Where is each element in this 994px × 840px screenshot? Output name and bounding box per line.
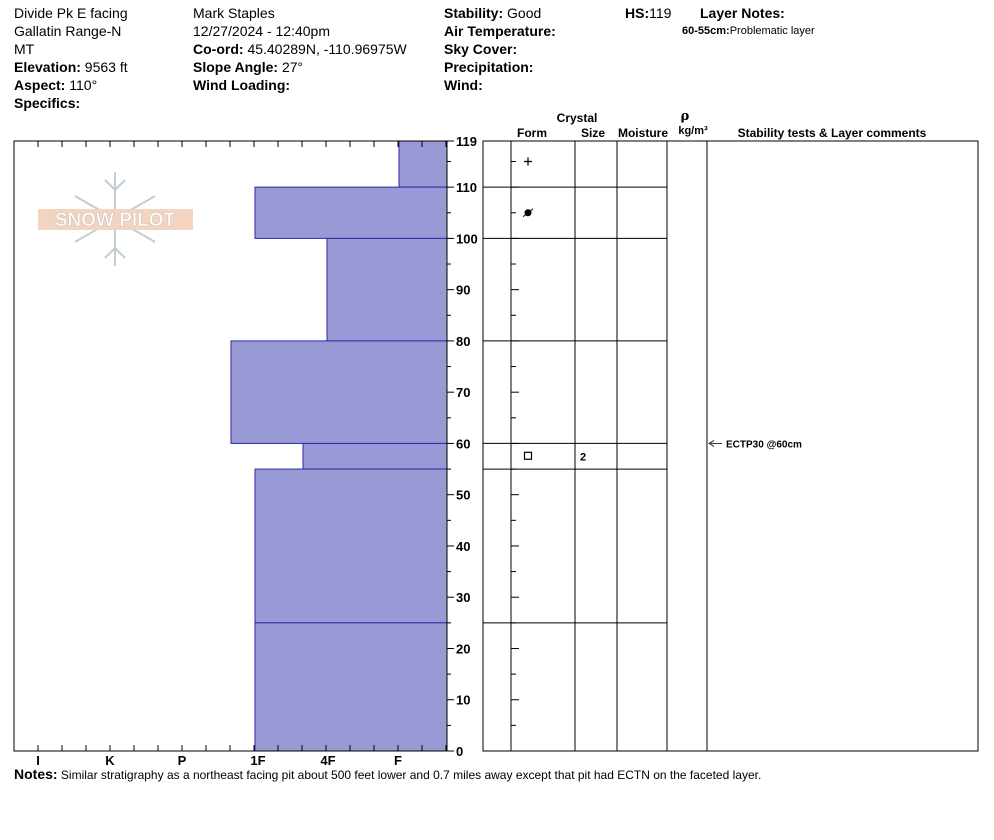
hs-row: HS:119 xyxy=(625,4,671,22)
layer-notes-label: Layer Notes: xyxy=(700,5,785,21)
air-temp-label: Air Temperature: xyxy=(444,23,556,39)
aspect-value: 110° xyxy=(69,77,98,93)
faceted-symbol xyxy=(523,451,533,460)
observer-block: Mark Staples 12/27/2024 - 12:40pm Co-ord… xyxy=(193,4,407,94)
stability-comments-header: Stability tests & Layer comments xyxy=(738,126,927,140)
conditions-block: Stability: Good Air Temperature: Sky Cov… xyxy=(444,4,556,94)
depth-tick-label: 0 xyxy=(456,744,463,759)
hardness-layer-bar xyxy=(254,622,448,752)
hardness-layer-bar xyxy=(302,442,448,470)
slope-row: Slope Angle: 27° xyxy=(193,58,407,76)
density-symbol: ρ xyxy=(681,109,690,124)
crystal-forms: 2 xyxy=(522,157,586,463)
depth-tick-label: 100 xyxy=(456,231,478,246)
elevation-value: 9563 ft xyxy=(84,59,128,75)
notes: Notes: Similar stratigraphy as a northea… xyxy=(14,766,761,782)
depth-tick-label: 119 xyxy=(456,134,477,149)
hardness-tick-label: F xyxy=(394,753,402,768)
hardness-layer-bar xyxy=(254,468,448,624)
depth-tick-label: 80 xyxy=(456,334,470,349)
layer-notes-heading: Layer Notes: xyxy=(700,4,785,22)
stability-label: Stability: xyxy=(444,5,504,21)
crystal-size-label: 2 xyxy=(580,451,586,463)
layer-note-text: Problematic layer xyxy=(729,25,815,37)
wind-loading-label: Wind Loading: xyxy=(193,77,291,93)
specifics-row: Specifics: xyxy=(14,94,128,112)
precip-row: Precipitation: xyxy=(444,58,556,76)
coord-label: Co-ord: xyxy=(193,41,244,57)
precip-label: Precipitation: xyxy=(444,59,534,75)
coord-row: Co-ord: 45.40289N, -110.96975W xyxy=(193,40,407,58)
location-block: Divide Pk E facing Gallatin Range-N MT E… xyxy=(14,4,128,112)
observation-datetime: 12/27/2024 - 12:40pm xyxy=(193,23,330,39)
slope-value: 27° xyxy=(281,59,304,75)
wind-row: Wind: xyxy=(444,76,556,94)
form-header: Form xyxy=(517,126,547,140)
aspect-row: Aspect: 110° xyxy=(14,76,128,94)
hardness-tick-label: 4F xyxy=(320,753,335,768)
elevation-row: Elevation: 9563 ft xyxy=(14,58,128,76)
hardness-layer-bar xyxy=(398,140,448,188)
stability-test-arrowhead xyxy=(708,440,715,447)
layer-note-range: 60-55cm: xyxy=(682,25,730,37)
location-line-1: Divide Pk E facing xyxy=(14,5,128,21)
depth-tick-label: 90 xyxy=(456,283,470,298)
hs-label: HS: xyxy=(625,5,650,21)
coord-value: 45.40289N, -110.96975W xyxy=(247,41,407,57)
notes-label: Notes: xyxy=(14,766,58,782)
stability-row: Stability: Good xyxy=(444,4,556,22)
elevation-label: Elevation: xyxy=(14,59,81,75)
hardness-layer-bar xyxy=(254,186,448,239)
logo-band xyxy=(38,209,193,230)
size-header: Size xyxy=(581,126,605,140)
decomposing-symbol-stroke xyxy=(522,208,534,218)
hardness-axis: I K P 1F 4F F xyxy=(13,141,447,768)
sky-cover-row: Sky Cover: xyxy=(444,40,556,58)
depth-tick-label: 70 xyxy=(456,385,470,400)
slope-label: Slope Angle: xyxy=(193,59,279,75)
specifics-label: Specifics: xyxy=(14,95,81,111)
depth-tick-label: 40 xyxy=(456,539,470,554)
density-unit: kg/m³ xyxy=(678,125,708,137)
observer-name: Mark Staples xyxy=(193,5,275,21)
depth-tick-label: 110 xyxy=(456,180,477,195)
wind-label: Wind: xyxy=(444,77,483,93)
stability-value: Good xyxy=(507,5,542,21)
crystal-depth-ticks xyxy=(511,161,519,752)
hardness-layer-bar xyxy=(230,340,448,444)
wind-loading-row: Wind Loading: xyxy=(193,76,407,94)
hardness-tick-label: 1F xyxy=(250,753,265,768)
logo-text: SNOW PILOT xyxy=(55,210,176,231)
air-temp-row: Air Temperature: xyxy=(444,22,556,40)
depth-tick-label: 10 xyxy=(456,693,470,708)
depth-tick-label: 20 xyxy=(456,641,470,656)
depth-tick-label: 50 xyxy=(456,488,470,503)
hardness-tick-label: K xyxy=(105,753,115,768)
hardness-layers xyxy=(230,140,448,752)
hardness-layer-bar xyxy=(326,237,448,342)
moisture-header: Moisture xyxy=(618,126,668,140)
snowpilot-logo: SNOW PILOT xyxy=(38,172,193,266)
location-line-3: MT xyxy=(14,41,35,57)
depth-tick-label: 30 xyxy=(456,590,470,605)
depth-tick-label: 60 xyxy=(456,436,470,451)
stability-test-label: ECTP30 @60cm xyxy=(726,439,802,450)
aspect-label: Aspect: xyxy=(14,77,66,93)
hardness-tick-label: I xyxy=(36,753,40,768)
crystal-header: Crystal xyxy=(557,111,598,125)
location-line-2: Gallatin Range-N xyxy=(14,23,122,39)
sky-cover-label: Sky Cover: xyxy=(444,41,518,57)
hardness-tick-label: P xyxy=(178,753,187,768)
notes-text: Similar stratigraphy as a northeast faci… xyxy=(60,768,762,782)
layer-note-row: 60-55cm:Problematic layer xyxy=(682,22,815,40)
depth-axis: 0 10 20 30 40 50 60 70 80 90 100 110 119 xyxy=(447,134,478,759)
hs-value: 119 xyxy=(649,5,672,21)
crystal-grid-border xyxy=(482,140,979,752)
crystal-grid xyxy=(482,140,979,752)
stability-tests: ECTP30 @60cm xyxy=(708,439,802,450)
